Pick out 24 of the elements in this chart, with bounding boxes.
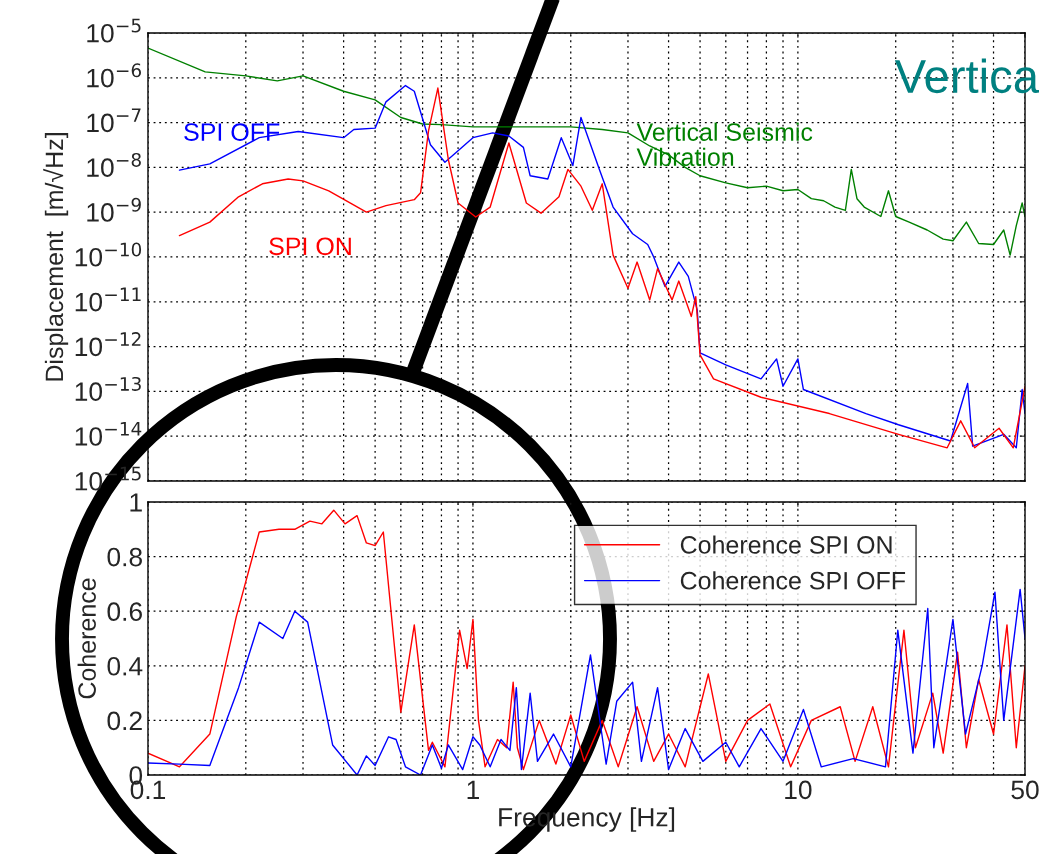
x-tick-label: 1: [467, 780, 479, 799]
series-label: SPI OFF: [184, 123, 280, 141]
y-tick-label: 10$^{−14}$: [75, 421, 142, 446]
y-tick-label: 0.6: [107, 602, 142, 622]
y-tick-label: 0.8: [107, 547, 142, 567]
y-tick-label: 10$^{−12}$: [75, 332, 141, 357]
y-tick-label: 0.4: [107, 656, 143, 676]
y-tick-label: 10$^{−11}$: [75, 287, 141, 312]
y-tick-label: 10$^{−9}$: [87, 197, 141, 222]
y-tick-label: 10$^{−6}$: [87, 63, 141, 88]
y-tick-label: 10$^{−5}$: [87, 18, 141, 43]
series-label: SPI ON: [269, 237, 351, 256]
x-tick-label: 10: [785, 780, 812, 800]
y-axis-title: Coherence: [77, 578, 96, 699]
y-tick-label: 10$^{−7}$: [87, 108, 141, 133]
y-tick-label: 10$^{−10}$: [75, 242, 142, 267]
y-axis-title: Displacement [m/√Hz]: [43, 133, 69, 381]
x-tick-label: 50: [1011, 780, 1039, 800]
y-tick-label: 10$^{−13}$: [75, 376, 141, 401]
y-tick-label: 1: [130, 493, 142, 512]
legend-label: Coherence SPI ON: [680, 535, 892, 554]
y-tick-label: 0.2: [107, 711, 142, 731]
y-tick-label: 10$^{−8}$: [87, 152, 141, 177]
legend-label: Coherence SPI OFF: [680, 571, 906, 590]
